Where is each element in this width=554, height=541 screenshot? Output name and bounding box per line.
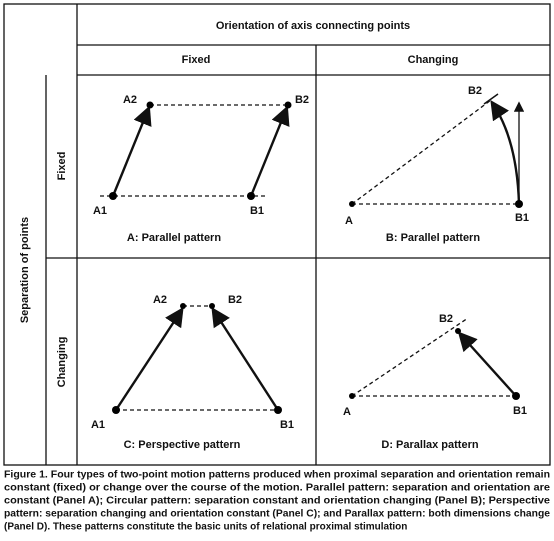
- point-label: A1: [93, 205, 107, 217]
- panel-c: A1 A2 B2 B1 C: Perspective pattern: [91, 294, 294, 451]
- caption-line: pattern: separation changing and orienta…: [4, 509, 550, 520]
- panel-title: D: Parallax pattern: [381, 439, 478, 451]
- point-label: B2: [468, 85, 482, 97]
- point-label: B1: [280, 419, 294, 431]
- panel-a: A1 A2 B2 B1 A: Parallel pattern: [93, 94, 309, 244]
- point-label: A: [343, 406, 351, 418]
- point-label: B1: [515, 212, 529, 224]
- column-header: Changing: [408, 54, 459, 66]
- row-header-title: Separation of points: [19, 217, 31, 323]
- caption-line: constant (fixed) or change over the cour…: [4, 483, 550, 494]
- caption-line: constant (Panel A); Circular pattern: se…: [4, 496, 550, 507]
- grid: [3, 3, 551, 466]
- point-label: A1: [91, 419, 105, 431]
- point-label: A: [345, 215, 353, 227]
- panel-b: A B1 B2 B: Parallel pattern: [345, 85, 529, 244]
- point-label: B2: [295, 94, 309, 106]
- row-header: Changing: [56, 337, 68, 388]
- header-title: Orientation of axis connecting points: [216, 20, 410, 32]
- row-header: Fixed: [56, 152, 68, 181]
- point-label: A2: [153, 294, 167, 306]
- caption-line: (Panel D). These patterns constitute the…: [4, 522, 407, 533]
- caption-line: Figure 1. Four types of two-point motion…: [4, 470, 550, 481]
- point-label: B1: [250, 205, 264, 217]
- point-label: A2: [123, 94, 137, 106]
- panel-title: C: Perspective pattern: [124, 439, 241, 451]
- caption: Figure 1. Four types of two-point motion…: [4, 470, 550, 533]
- column-header: Fixed: [182, 54, 211, 66]
- panel-title: A: Parallel pattern: [127, 232, 221, 244]
- point-label: B1: [513, 405, 527, 417]
- panel-d: A B1 B2 D: Parallax pattern: [343, 313, 527, 451]
- panel-title: B: Parallel pattern: [386, 232, 480, 244]
- point-label: B2: [439, 313, 453, 325]
- point-label: B2: [228, 294, 242, 306]
